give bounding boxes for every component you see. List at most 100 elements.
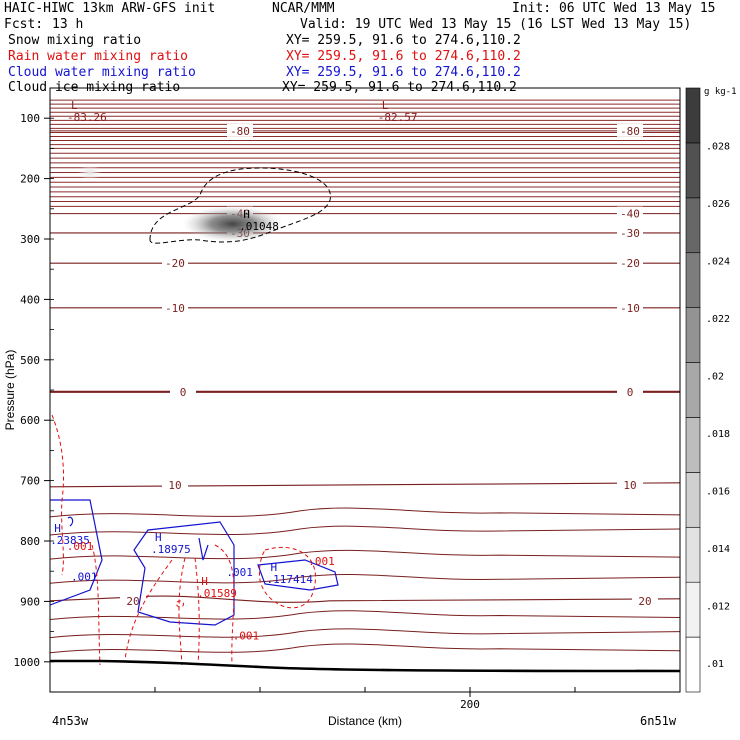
contour-value-label: .001 <box>71 570 98 583</box>
colorbar-tick-label: .01 <box>706 659 724 670</box>
rain-water-contour <box>51 414 64 576</box>
y-tick-label: 200 <box>20 173 40 186</box>
contour-label: -30 <box>620 227 640 240</box>
y-axis-label: Pressure (hPa) <box>3 350 17 431</box>
field-name-rain: Rain water mixing ratio <box>8 49 189 64</box>
extremum-value: .01589 <box>197 587 237 600</box>
contour-label-bg <box>617 206 643 220</box>
extremum-value: .23835 <box>50 534 90 547</box>
end-point-label: 6n51w <box>640 714 677 728</box>
y-tick-label: 1000 <box>14 656 41 669</box>
y-tick-label: 900 <box>20 595 40 608</box>
y-tick-label: 100 <box>20 112 40 125</box>
colorbar-tick-label: .014 <box>706 544 730 555</box>
extremum-marker: H <box>243 208 250 221</box>
colorbar-tick-label: .02 <box>706 372 724 383</box>
model-title: HAIC-HIWC 13km ARW-GFS init <box>4 1 216 16</box>
cloud-water-contour <box>257 559 339 591</box>
contour-label: 10 <box>623 479 636 492</box>
extremum-value: .18975 <box>151 543 191 556</box>
rain-water-contour <box>175 600 184 608</box>
colorbar-tick-label: .024 <box>706 257 730 268</box>
forecast-label: Fcst: <box>4 17 44 32</box>
surface-line <box>50 659 681 673</box>
rain-water-contour <box>259 546 316 609</box>
extremum-value: -83.26 <box>67 111 107 124</box>
extremum-value: .117414 <box>267 573 314 586</box>
plot-area: -80-80-40-40-30-30-20-20-10-100010102020… <box>49 99 681 673</box>
temperature-contour-low <box>49 549 681 560</box>
y-tick-label: 800 <box>20 535 40 548</box>
contour-label-bg <box>617 477 643 491</box>
temperature-contour-low <box>49 525 681 536</box>
extremum-marker: H <box>155 531 162 544</box>
contour-label: 20 <box>638 595 651 608</box>
snow-shading-faint <box>77 164 102 181</box>
colorbar-swatch <box>685 252 701 308</box>
contour-label-bg <box>227 123 253 137</box>
colorbar-tick-label: .026 <box>706 199 730 210</box>
colorbar-swatch <box>685 417 701 473</box>
contour-label-bg <box>617 300 643 314</box>
contour-label-bg <box>162 256 188 270</box>
contour-label-bg <box>617 225 643 239</box>
org-label: NCAR/MMM <box>272 1 335 16</box>
contour-value-label: .001 <box>226 566 253 579</box>
temperature-contour-low <box>49 574 681 584</box>
extremum-marker: H <box>271 561 278 574</box>
rain-water-contour <box>214 544 235 666</box>
extremum-marker: L <box>382 99 389 112</box>
snow-shading <box>182 205 283 242</box>
contour-label-bg <box>617 123 643 137</box>
temperature-contour <box>49 595 681 603</box>
colorbar: .01 .012 .014 .016 .018 .02 .022 .024 .026 .028 g … <box>685 87 737 693</box>
contour-label: 0 <box>627 386 634 399</box>
contour-label-bg <box>632 593 658 607</box>
extremum-value: .01048 <box>239 220 279 233</box>
field-xy-snow: XY= 259.5, 91.6 to 274.6,110.2 <box>286 33 521 48</box>
contour-label-bg <box>617 384 643 398</box>
colorbar-tick-label: .028 <box>706 142 730 153</box>
field-xy-cloud-water: XY= 259.5, 91.6 to 274.6,110.2 <box>286 65 521 80</box>
contour-label: 10 <box>168 479 181 492</box>
init-time: Init: 06 UTC Wed 13 May 15 <box>512 1 716 16</box>
colorbar-swatch <box>685 362 701 418</box>
contour-value-label: .001 <box>67 540 94 553</box>
temperature-contour-low <box>49 628 681 639</box>
x-tick-label: 200 <box>460 698 480 711</box>
rain-water-contour <box>124 559 173 661</box>
cloud-water-contour <box>49 499 103 606</box>
y-tick-label: 500 <box>20 354 40 367</box>
field-name-cloud-water: Cloud water mixing ratio <box>8 65 196 80</box>
contour-label: 20 <box>126 595 139 608</box>
extremum-value: -82.57 <box>378 111 418 124</box>
forecast-hours: 13 h <box>52 17 84 32</box>
extremum-marker: H <box>201 575 208 588</box>
start-point-label: 4n53w <box>52 714 89 728</box>
colorbar-swatch <box>685 87 701 144</box>
colorbar-tick-label: .022 <box>706 314 730 325</box>
colorbar-swatch <box>685 636 701 693</box>
temperature-contour-low <box>49 643 681 654</box>
contour-label-bg <box>162 477 188 491</box>
contour-value-label: .001 <box>233 629 260 642</box>
field-xy-rain: XY= 259.5, 91.6 to 274.6,110.2 <box>286 49 521 64</box>
contour-label: -20 <box>165 257 185 270</box>
contour-label: -10 <box>165 302 185 315</box>
contour-label: -10 <box>620 302 640 315</box>
contour-label-bg <box>617 256 643 270</box>
colorbar-swatch <box>685 472 701 528</box>
contour-label: -80 <box>620 125 640 138</box>
contour-value-label: .001 <box>308 555 335 568</box>
colorbar-tick-label: .018 <box>706 429 730 440</box>
colorbar-swatch <box>685 197 701 254</box>
y-tick-label: 600 <box>20 414 40 427</box>
contour-label-bg <box>170 384 196 398</box>
y-tick-label: 400 <box>20 293 40 306</box>
rain-water-contour <box>178 557 186 666</box>
contour-label: -80 <box>230 125 250 138</box>
colorbar-swatch <box>685 526 701 583</box>
cloud-water-contour <box>133 521 235 626</box>
